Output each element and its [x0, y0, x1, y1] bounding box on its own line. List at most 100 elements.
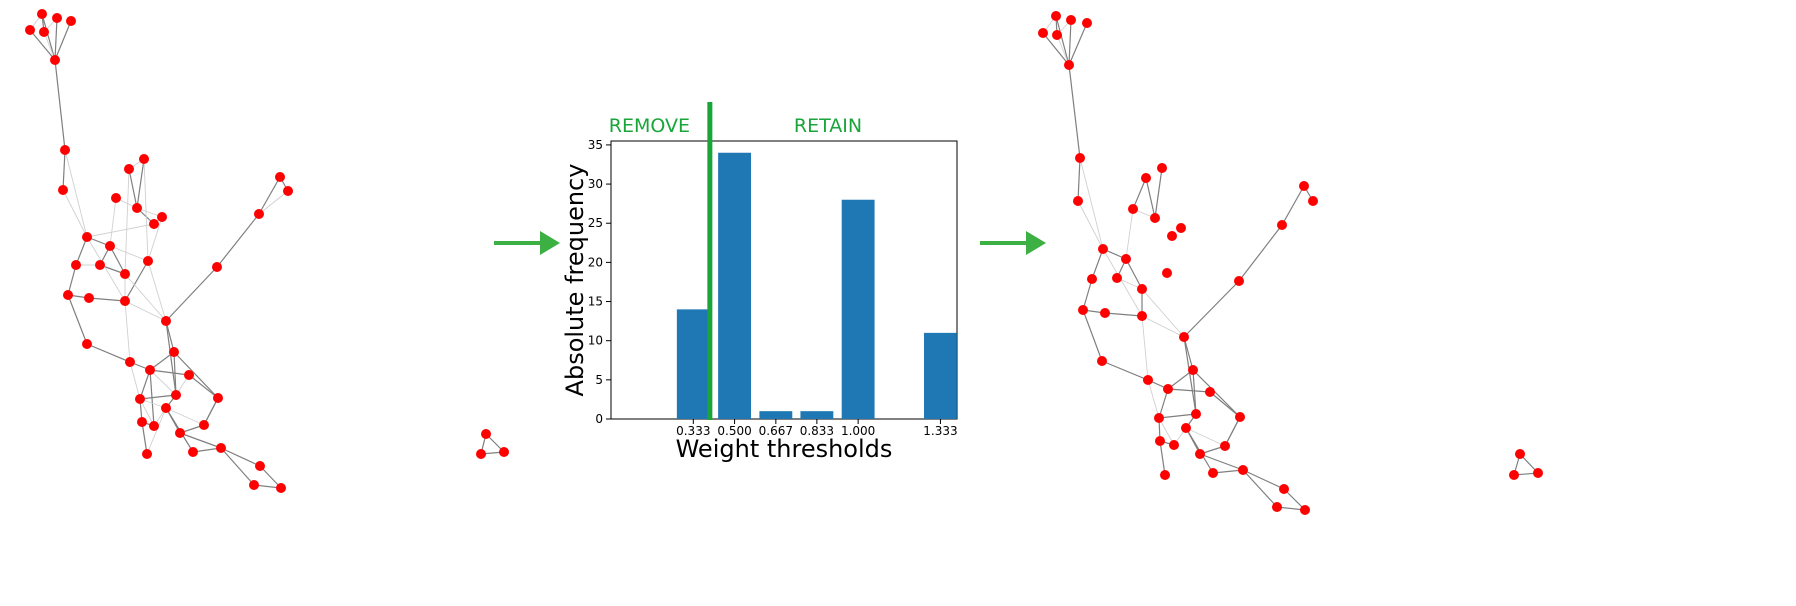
- graph-after-node: [1220, 441, 1230, 451]
- graph-after-node: [1150, 213, 1160, 223]
- graph-after-node: [1195, 449, 1205, 459]
- y-tick-label: 20: [588, 255, 603, 269]
- graph-after-edge: [1077, 200, 1104, 250]
- graph-after-node: [1121, 254, 1131, 264]
- graph-before-edge: [147, 260, 167, 322]
- graph-after-node: [1078, 305, 1088, 315]
- graph-after-node: [1308, 196, 1318, 206]
- bar-0.333: [676, 309, 710, 419]
- bar-0.500: [718, 152, 752, 420]
- x-tick-label: 1.000: [841, 424, 875, 438]
- graph-before-edge: [124, 260, 149, 302]
- graph-before-node: [188, 447, 198, 457]
- x-tick-label: 0.833: [800, 424, 834, 438]
- graph-before-edge: [62, 189, 88, 238]
- graph-after-edge: [1079, 157, 1104, 250]
- graph-before-edge: [139, 394, 177, 400]
- graph-after-edge: [1212, 469, 1244, 474]
- graph-before-edge: [124, 300, 167, 322]
- graph-after-edge: [1147, 379, 1160, 419]
- graph-after-node: [1162, 268, 1172, 278]
- graph-before-node: [212, 262, 222, 272]
- graph-before-edge: [259, 465, 282, 489]
- graph-before-edge: [258, 176, 281, 215]
- graph-before-node: [276, 483, 286, 493]
- graph-before-node: [149, 421, 159, 431]
- graph-before-node: [476, 449, 486, 459]
- graph-after-node: [1128, 204, 1138, 214]
- graph-after-edge: [1158, 417, 1175, 446]
- graph-before-node: [216, 443, 226, 453]
- x-tick-label: 0.667: [759, 424, 793, 438]
- graph-after-edge: [1238, 224, 1283, 282]
- graph-before-edge: [54, 59, 66, 151]
- graph-before-node: [171, 390, 181, 400]
- graph-before-node: [66, 16, 76, 26]
- graph-before-edge: [203, 397, 219, 426]
- graph-after-node: [1097, 356, 1107, 366]
- graph-after-edge: [1185, 427, 1226, 447]
- graph-after-node: [1160, 470, 1170, 480]
- graph-before-node: [63, 290, 73, 300]
- graph-after-edge: [1167, 388, 1211, 393]
- graph-after-edge: [1082, 278, 1093, 311]
- bar-1.000: [841, 199, 875, 419]
- graph-after-edge: [1125, 208, 1134, 260]
- y-tick-label: 0: [595, 412, 603, 426]
- graph-after-node: [1272, 502, 1282, 512]
- graph-before-edges: [29, 13, 505, 489]
- graph-before-node: [145, 365, 155, 375]
- graph-before-edge: [62, 149, 66, 191]
- graph-after-node: [1075, 153, 1085, 163]
- graph-after-node: [1052, 30, 1062, 40]
- graph-before-edge: [86, 343, 131, 363]
- graph-after-edge: [1068, 19, 1072, 66]
- graph-before-edge: [165, 266, 218, 322]
- graph-before-edge: [109, 197, 117, 247]
- retain-label: RETAIN: [794, 115, 862, 137]
- graph-before-node: [149, 219, 159, 229]
- graph-after-edge: [1281, 185, 1305, 226]
- graph-before-node: [125, 357, 135, 367]
- graph-after-node: [1100, 308, 1110, 318]
- graph-after-node: [1169, 440, 1179, 450]
- graph-after-edge: [1141, 315, 1185, 338]
- graph-before-node: [60, 145, 70, 155]
- graph-after-edge: [1055, 15, 1070, 66]
- graph-before-node: [169, 347, 179, 357]
- graph-after-edge: [1192, 369, 1241, 418]
- graph-before-node: [139, 154, 149, 164]
- plot-frame: [610, 140, 958, 420]
- graph-before-edge: [216, 213, 260, 268]
- graph-before-node: [82, 339, 92, 349]
- graph-before-edge: [129, 361, 141, 400]
- graph-before-node: [283, 186, 293, 196]
- graph-before-node: [249, 480, 259, 490]
- graph-after-node: [1112, 273, 1122, 283]
- bar-0.667: [759, 411, 793, 419]
- graph-before-node: [254, 209, 264, 219]
- graph-before-node: [161, 403, 171, 413]
- graph-after-node: [1299, 181, 1309, 191]
- graph-before-edge: [41, 13, 56, 61]
- y-tick-label: 25: [588, 216, 603, 230]
- graph-after-node: [1300, 505, 1310, 515]
- graph-after-node: [1181, 423, 1191, 433]
- graph-before-edge: [258, 190, 289, 215]
- graph-before-edge: [86, 223, 155, 238]
- graph-after-edge: [1154, 167, 1163, 219]
- graph-before-node: [137, 417, 147, 427]
- graph-before-node: [135, 394, 145, 404]
- graph-before-edge: [165, 407, 205, 426]
- graph-after-edge: [1145, 177, 1156, 219]
- graph-after-node: [1143, 375, 1153, 385]
- graph-after-node: [1188, 365, 1198, 375]
- graph-before-edge: [88, 297, 126, 302]
- weight-histogram: 0 5 10 15 20 25 30 35 0.333 0.500 0.667 0.833 1.000…: [561, 102, 958, 463]
- y-tick-label: 15: [588, 295, 603, 309]
- graph-before-edge: [139, 369, 151, 400]
- graph-before-edge: [67, 294, 88, 345]
- graph-before-node: [275, 172, 285, 182]
- graph-before-node: [132, 203, 142, 213]
- graph-after-node: [1205, 387, 1215, 397]
